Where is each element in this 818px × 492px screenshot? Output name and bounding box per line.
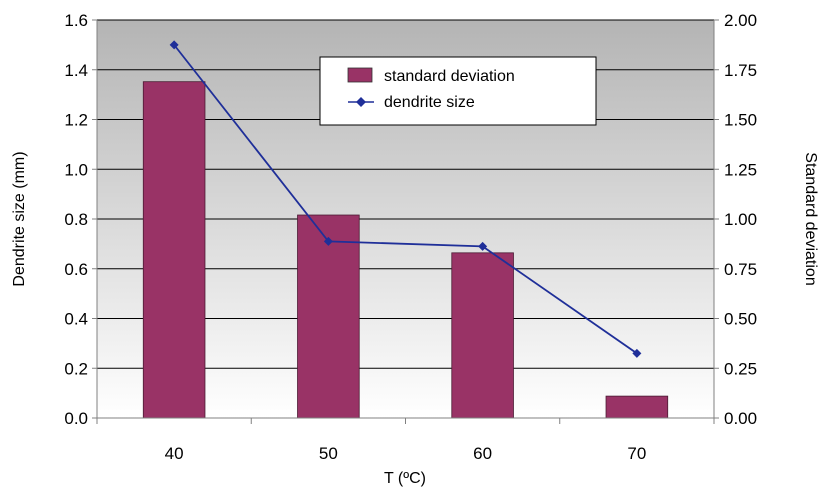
y-axis-tick-label: 0.8 xyxy=(64,210,88,229)
bar-40 xyxy=(142,81,206,419)
axis-ticks xyxy=(92,19,719,424)
legend: standard deviation dendrite size xyxy=(319,56,597,126)
x-axis-tick-labels: 40 50 60 70 xyxy=(165,444,647,463)
y2-axis-tick-labels: 0.00 0.25 0.50 0.75 1.00 1.25 1.50 1.75 2.00 xyxy=(724,11,757,428)
y-axis-tick-labels: 0.0 0.2 0.4 0.6 0.8 1.0 1.2 1.4 1.6 xyxy=(64,11,88,428)
x-axis-tick-label: 60 xyxy=(473,444,492,463)
legend-label-standard-deviation: standard deviation xyxy=(384,68,515,85)
dendrite-size-line xyxy=(173,44,638,355)
bar-50 xyxy=(297,214,360,419)
y-axis-title: Dendrite size (mm) xyxy=(11,151,28,286)
y2-axis-tick-label: 0.75 xyxy=(724,260,757,279)
y2-axis-tick-label: 1.00 xyxy=(724,210,757,229)
dendrite-size-point-50 xyxy=(323,236,333,246)
y-axis-tick-label: 0.2 xyxy=(64,359,88,378)
x-axis-tick-label: 70 xyxy=(627,444,646,463)
y-axis-tick-label: 0.4 xyxy=(64,310,88,329)
y2-axis-tick-label: 0.50 xyxy=(724,310,757,329)
y-axis-tick-label: 1.0 xyxy=(64,160,88,179)
y2-axis-tick-label: 1.75 xyxy=(724,61,757,80)
x-axis-tick-label: 40 xyxy=(165,444,184,463)
legend-label-dendrite-size: dendrite size xyxy=(384,94,475,111)
bar-70 xyxy=(605,395,669,419)
x-axis-tick-label: 50 xyxy=(319,444,338,463)
y-axis-tick-label: 0.6 xyxy=(64,260,88,279)
y-axis-tick-label: 1.2 xyxy=(64,111,88,130)
legend-line-marker xyxy=(356,97,366,107)
dendrite-size-point-40 xyxy=(169,40,179,50)
y-axis-tick-label: 0.0 xyxy=(64,409,88,428)
y2-axis-tick-label: 0.00 xyxy=(724,409,757,428)
y2-axis-tick-label: 2.00 xyxy=(724,11,757,30)
bar-series xyxy=(142,81,669,419)
legend-bar-swatch xyxy=(347,67,373,83)
y2-axis-tick-label: 1.25 xyxy=(724,160,757,179)
y-axis-tick-label: 1.4 xyxy=(64,61,88,80)
dendrite-size-point-60 xyxy=(478,241,488,251)
y2-axis-tick-label: 0.25 xyxy=(724,359,757,378)
bar-60 xyxy=(451,252,514,419)
x-axis-title: T (ºC) xyxy=(384,470,426,487)
line-series xyxy=(169,40,642,358)
y-axis-tick-label: 1.6 xyxy=(64,11,88,30)
y2-axis-tick-label: 1.50 xyxy=(724,111,757,130)
y2-axis-title: Standard deviation xyxy=(802,152,818,285)
dendrite-size-point-70 xyxy=(632,348,642,358)
